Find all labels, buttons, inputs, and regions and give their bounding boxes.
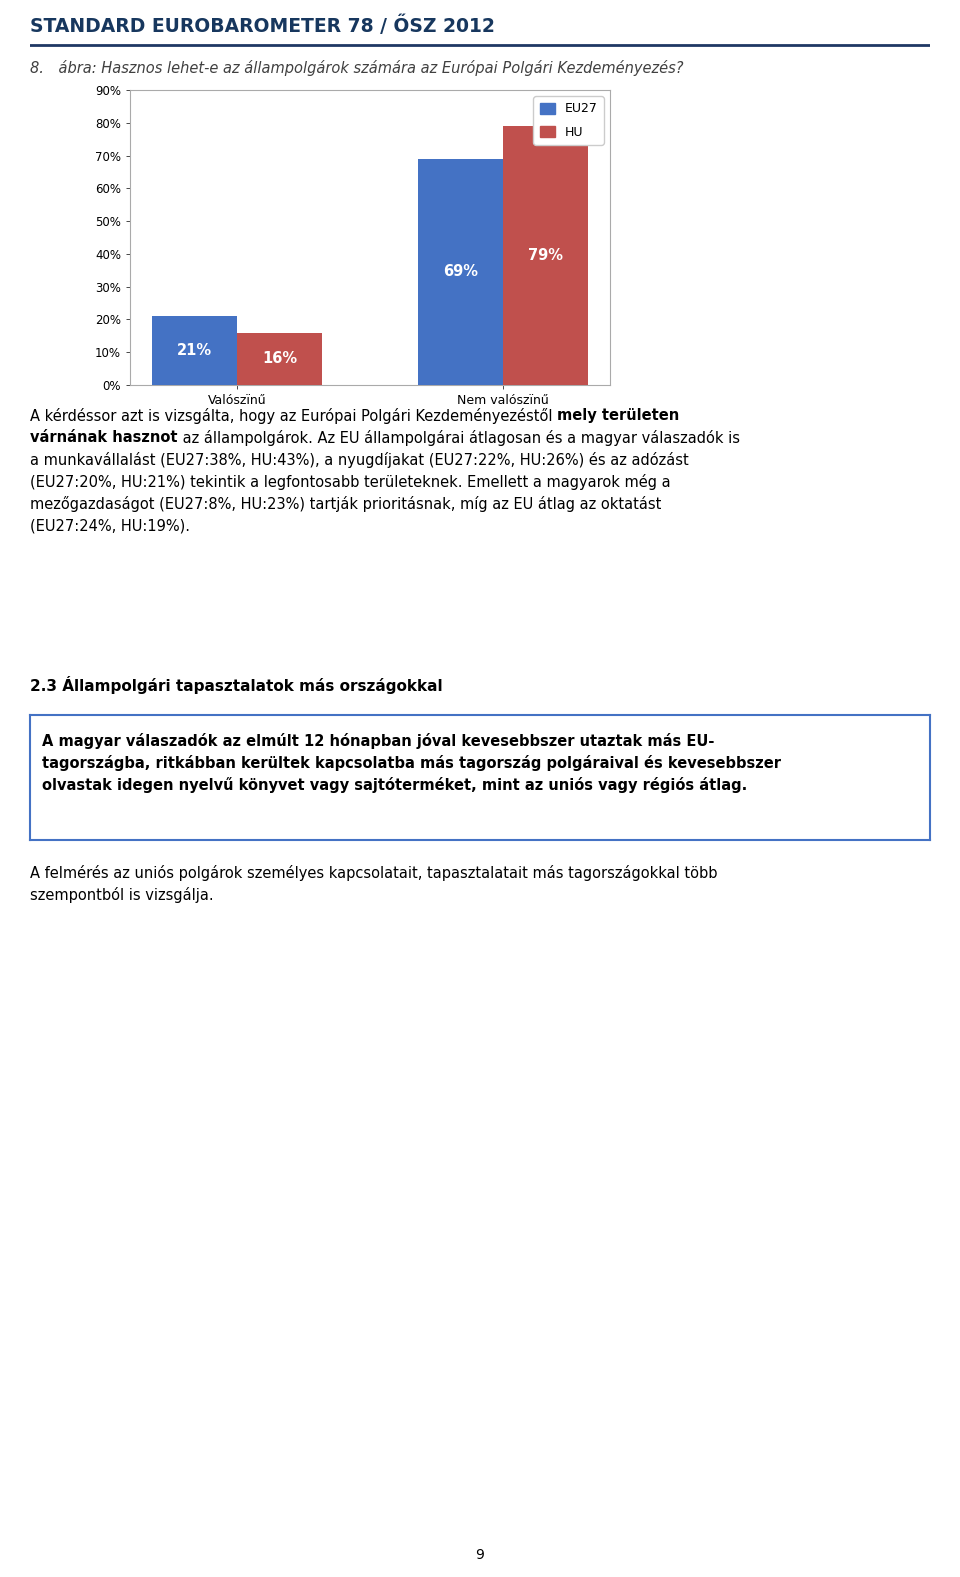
Text: az állampolgárok. Az EU állampolgárai átlagosan és a magyar válaszadók is: az állampolgárok. Az EU állampolgárai át… [178,431,739,446]
Text: A kérdéssor azt is vizsgálta, hogy az Európai Polgári Kezdeményezéstől: A kérdéssor azt is vizsgálta, hogy az Eu… [30,408,557,424]
Text: mezőgazdaságot (EU27:8%, HU:23%) tartják prioritásnak, míg az EU átlag az oktatá: mezőgazdaságot (EU27:8%, HU:23%) tartják… [30,497,661,513]
Text: 2.3 Állampolgári tapasztalatok más országokkal: 2.3 Állampolgári tapasztalatok más orszá… [30,677,443,694]
Text: a munkavállalást (EU27:38%, HU:43%), a nyugdíjakat (EU27:22%, HU:26%) és az adóz: a munkavállalást (EU27:38%, HU:43%), a n… [30,453,688,468]
Text: tagországba, ritkábban kerültek kapcsolatba más tagország polgáraival és keveseb: tagországba, ritkábban kerültek kapcsola… [42,755,781,771]
Text: A felmérés az uniós polgárok személyes kapcsolatait, tapasztalatait más tagorszá: A felmérés az uniós polgárok személyes k… [30,866,717,882]
Bar [503,126,588,385]
Text: mely területen: mely területen [557,408,680,423]
Text: 16%: 16% [262,352,297,366]
Text: olvastak idegen nyelvű könyvet vagy sajtóterméket, mint az uniós vagy régiós átl: olvastak idegen nyelvű könyvet vagy sajt… [42,777,747,793]
Text: (EU27:24%, HU:19%).: (EU27:24%, HU:19%). [30,519,190,533]
Text: A magyar válaszadók az elmúlt 12 hónapban jóval kevesebbszer utaztak más EU-: A magyar válaszadók az elmúlt 12 hónapba… [42,733,714,749]
Text: várnának hasznot: várnának hasznot [30,431,178,445]
Text: 9: 9 [475,1549,485,1561]
Legend: EU27, HU: EU27, HU [534,96,604,145]
Text: szempontból is vizsgálja.: szempontból is vizsgálja. [30,886,214,904]
Bar [237,333,323,385]
Bar [418,159,503,385]
Text: 21%: 21% [177,344,212,358]
Text: (EU27:20%, HU:21%) tekintik a legfontosabb területeknek. Emellett a magyarok még: (EU27:20%, HU:21%) tekintik a legfontosa… [30,475,671,490]
Text: 8. ábra: Hasznos lehet-e az állampolgárok számára az Európai Polgári Kezdeményez: 8. ábra: Hasznos lehet-e az állampolgáro… [30,60,684,76]
Text: 69%: 69% [443,265,478,279]
Text: STANDARD EUROBAROMETER 78 / ŐSZ 2012: STANDARD EUROBAROMETER 78 / ŐSZ 2012 [30,16,494,36]
Bar [152,315,237,385]
Text: 79%: 79% [528,248,564,263]
